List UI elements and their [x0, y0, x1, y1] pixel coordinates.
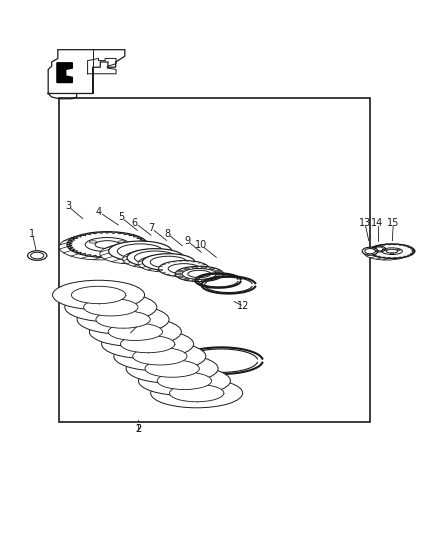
Text: 9: 9	[184, 236, 191, 246]
Ellipse shape	[159, 261, 209, 277]
Ellipse shape	[362, 247, 378, 255]
Ellipse shape	[201, 266, 207, 269]
Ellipse shape	[170, 384, 224, 402]
Ellipse shape	[65, 293, 157, 322]
Ellipse shape	[176, 273, 181, 275]
Ellipse shape	[31, 252, 44, 259]
Text: 1: 1	[29, 229, 35, 239]
Text: 5: 5	[118, 213, 124, 222]
Ellipse shape	[53, 280, 145, 310]
Ellipse shape	[71, 286, 126, 304]
Ellipse shape	[138, 366, 230, 395]
Ellipse shape	[89, 317, 181, 346]
Ellipse shape	[133, 348, 187, 365]
Text: 13: 13	[359, 217, 371, 228]
Text: 15: 15	[387, 217, 399, 228]
Ellipse shape	[120, 335, 175, 353]
Text: 12: 12	[237, 301, 249, 311]
Ellipse shape	[84, 298, 138, 316]
Ellipse shape	[209, 278, 215, 280]
Ellipse shape	[150, 256, 187, 268]
Ellipse shape	[28, 251, 47, 260]
Ellipse shape	[184, 268, 189, 270]
Text: 2: 2	[135, 424, 141, 434]
Ellipse shape	[215, 276, 221, 278]
Ellipse shape	[145, 360, 199, 377]
Ellipse shape	[114, 342, 206, 371]
Ellipse shape	[117, 244, 163, 259]
Ellipse shape	[77, 305, 169, 334]
Ellipse shape	[157, 372, 212, 390]
Ellipse shape	[123, 250, 180, 268]
Text: 4: 4	[95, 207, 102, 217]
Ellipse shape	[178, 276, 184, 278]
Ellipse shape	[192, 279, 198, 281]
Ellipse shape	[102, 329, 194, 359]
Ellipse shape	[108, 323, 162, 341]
Text: 8: 8	[164, 229, 170, 239]
Ellipse shape	[126, 354, 218, 383]
Ellipse shape	[134, 251, 177, 264]
Ellipse shape	[85, 238, 129, 252]
Ellipse shape	[168, 264, 200, 274]
Text: 10: 10	[195, 240, 208, 251]
Ellipse shape	[96, 311, 150, 328]
Ellipse shape	[365, 248, 375, 254]
Ellipse shape	[178, 270, 184, 272]
Text: 6: 6	[132, 217, 138, 228]
Ellipse shape	[151, 378, 243, 408]
Ellipse shape	[364, 246, 410, 260]
Ellipse shape	[142, 254, 195, 271]
Ellipse shape	[188, 270, 211, 278]
Ellipse shape	[215, 270, 221, 272]
Ellipse shape	[381, 248, 403, 254]
Ellipse shape	[138, 255, 191, 272]
Ellipse shape	[59, 234, 140, 260]
Ellipse shape	[182, 269, 216, 279]
Ellipse shape	[127, 248, 184, 267]
Ellipse shape	[184, 278, 189, 280]
Bar	[59, 98, 370, 422]
Ellipse shape	[175, 266, 223, 281]
Ellipse shape	[217, 273, 223, 275]
Ellipse shape	[386, 249, 398, 253]
Ellipse shape	[192, 266, 198, 269]
Ellipse shape	[209, 268, 215, 270]
Ellipse shape	[67, 232, 148, 257]
Ellipse shape	[201, 279, 207, 281]
Text: 3: 3	[65, 201, 71, 211]
Text: 7: 7	[148, 223, 154, 233]
Ellipse shape	[95, 241, 120, 248]
Text: 14: 14	[371, 217, 384, 228]
Ellipse shape	[109, 241, 172, 261]
Ellipse shape	[100, 244, 163, 264]
Polygon shape	[57, 63, 72, 83]
Text: 11: 11	[123, 329, 135, 340]
Text: 2: 2	[135, 424, 141, 434]
Ellipse shape	[369, 244, 415, 259]
